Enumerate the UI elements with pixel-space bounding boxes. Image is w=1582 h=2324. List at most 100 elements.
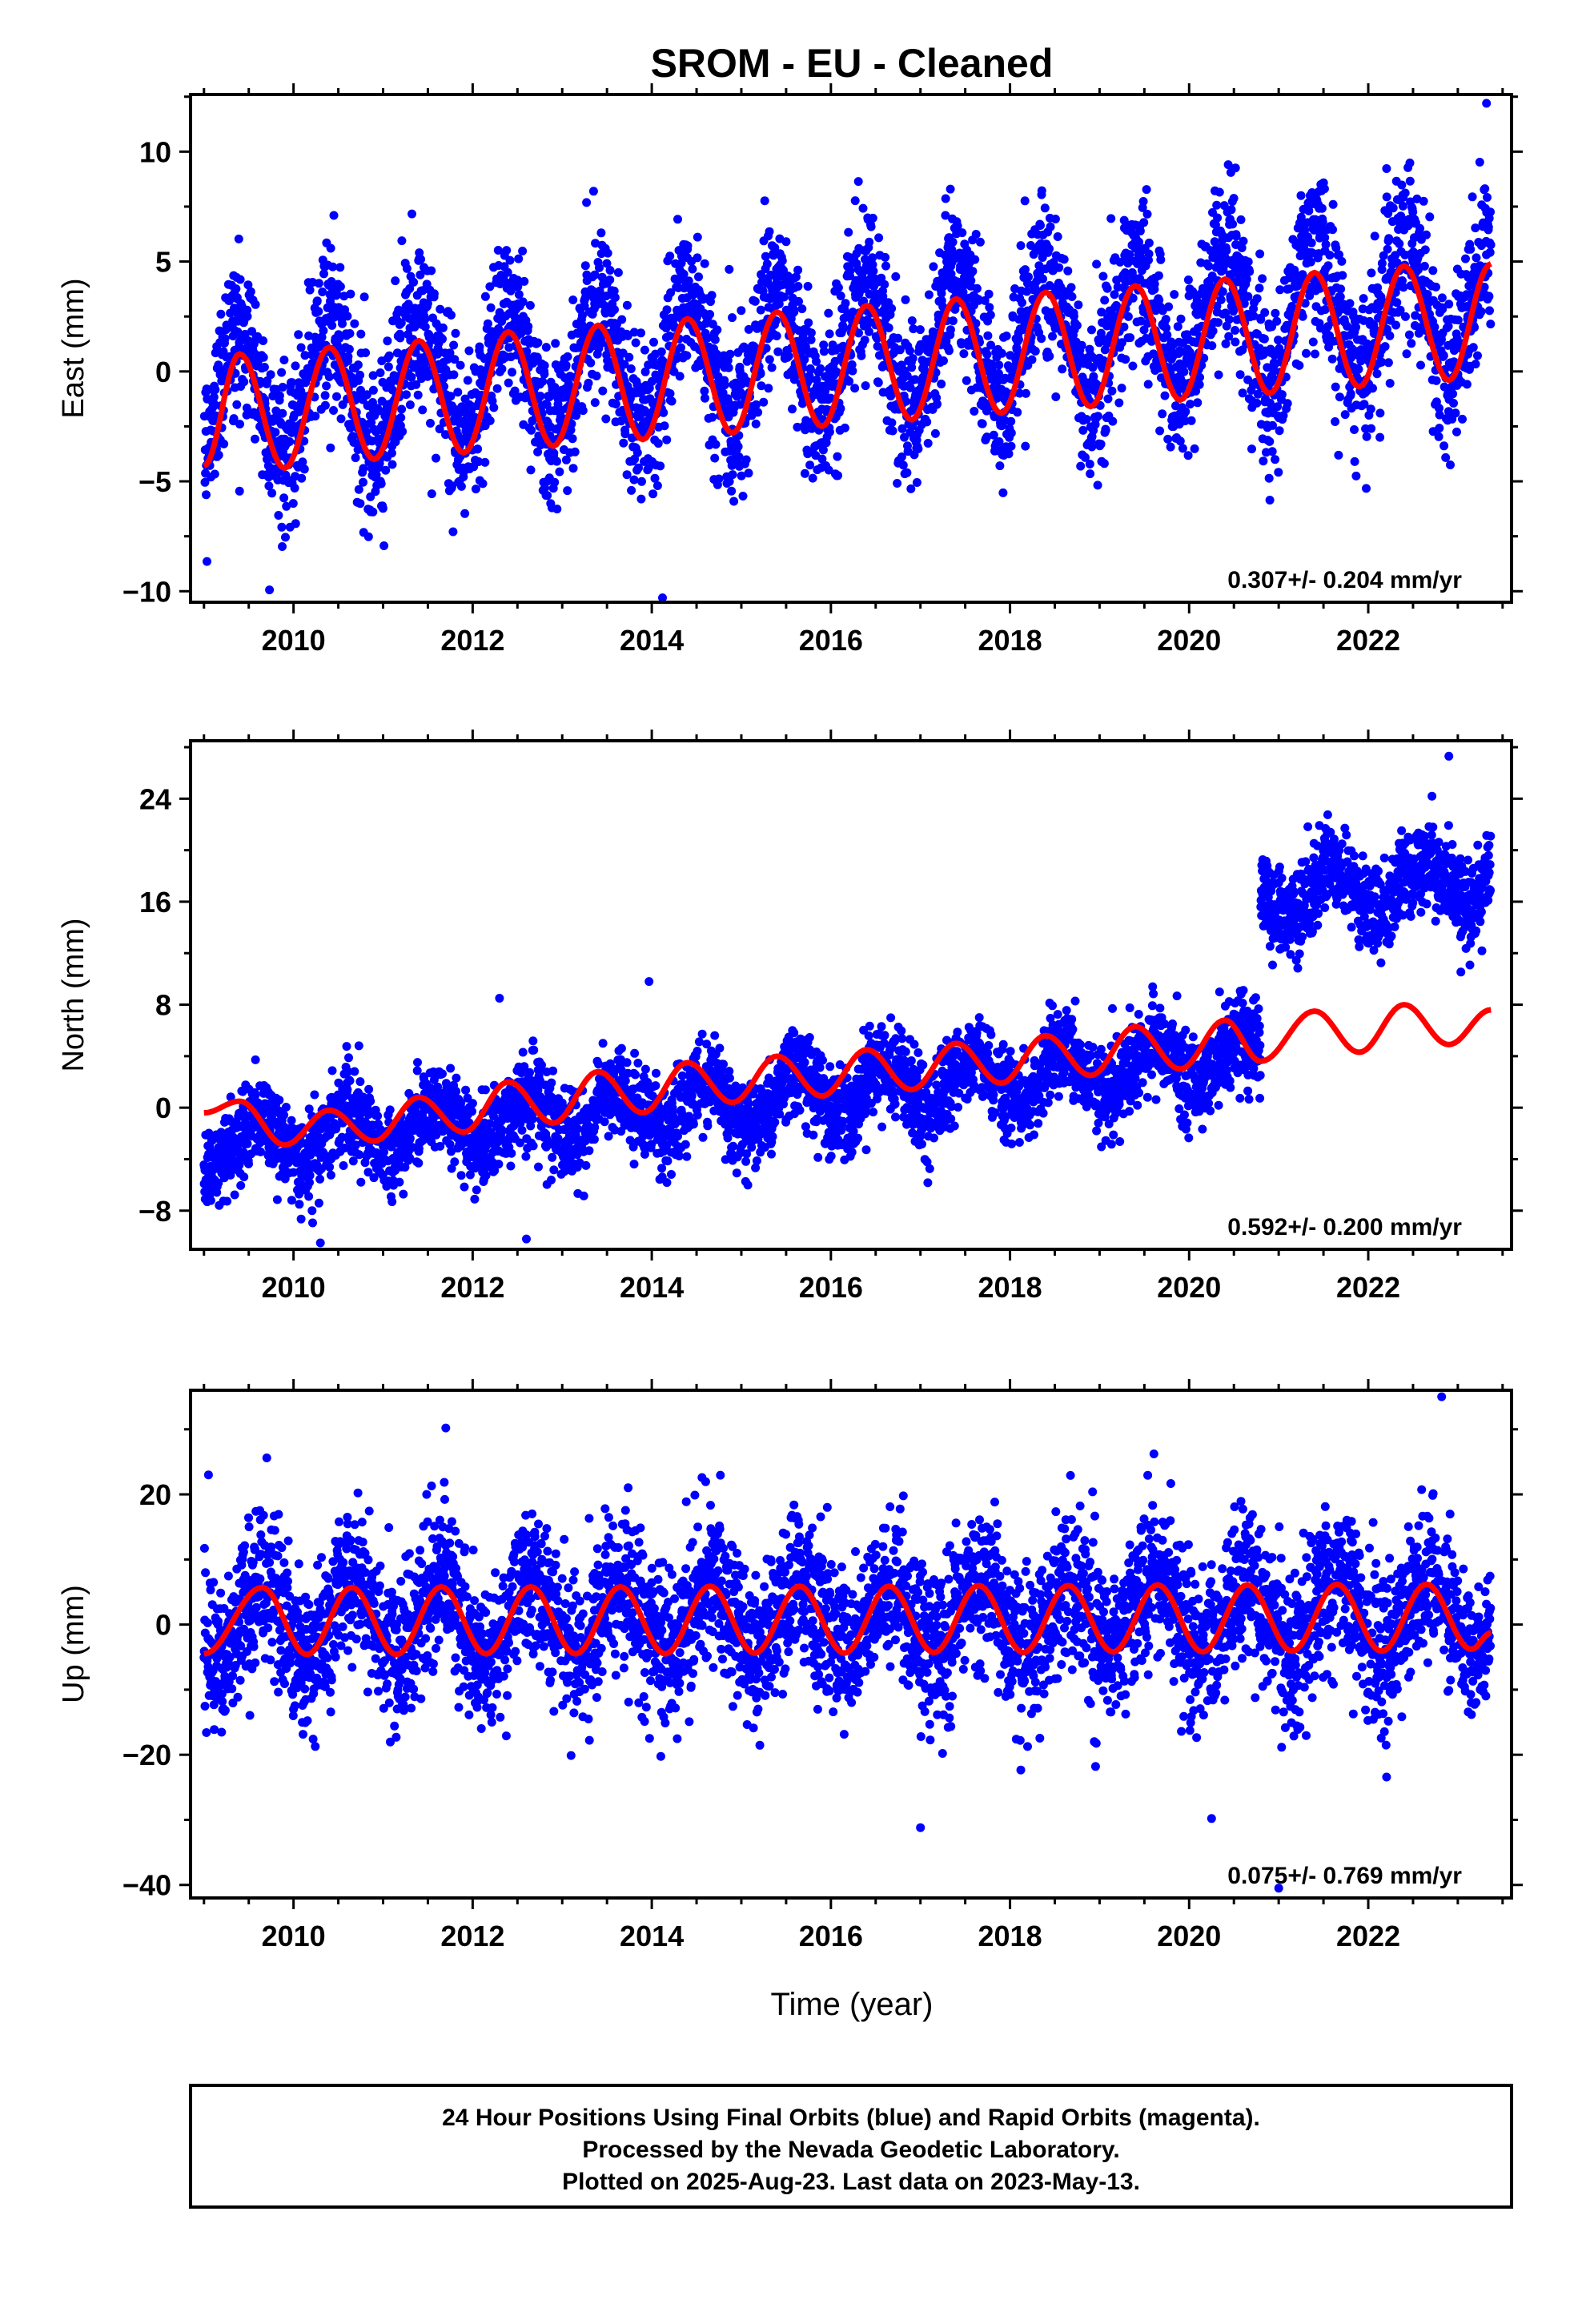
data-point xyxy=(291,361,300,371)
data-point xyxy=(797,304,807,314)
data-point xyxy=(703,333,713,343)
data-point xyxy=(1475,158,1484,167)
data-point xyxy=(568,464,578,473)
data-point xyxy=(733,442,743,452)
data-point xyxy=(941,194,950,203)
data-point xyxy=(622,470,632,480)
data-point xyxy=(1359,400,1369,409)
data-point xyxy=(741,455,751,464)
data-point xyxy=(1186,416,1196,425)
data-point xyxy=(901,295,910,304)
data-point xyxy=(1002,332,1011,340)
data-point xyxy=(1296,212,1306,222)
data-point xyxy=(804,318,813,328)
data-point xyxy=(812,356,821,366)
data-point xyxy=(514,290,524,300)
data-point xyxy=(644,464,653,473)
data-point xyxy=(1300,225,1310,235)
data-point xyxy=(959,349,969,359)
data-point xyxy=(376,479,386,489)
data-point xyxy=(825,329,834,339)
data-point xyxy=(929,262,938,271)
data-point xyxy=(1221,339,1231,348)
data-point xyxy=(649,337,658,347)
data-point xyxy=(620,360,629,369)
data-point xyxy=(1176,314,1186,324)
data-point xyxy=(620,429,630,439)
data-point xyxy=(1186,400,1195,409)
data-point xyxy=(1334,450,1343,460)
data-point xyxy=(1214,370,1223,380)
data-point xyxy=(739,342,749,352)
data-point xyxy=(332,392,341,401)
data-point xyxy=(1380,342,1390,352)
data-point xyxy=(817,454,827,464)
data-point xyxy=(242,403,251,412)
data-point xyxy=(647,376,656,386)
data-point xyxy=(448,481,457,491)
data-point xyxy=(473,444,483,454)
data-point xyxy=(1404,330,1414,340)
data-point xyxy=(412,380,421,389)
data-point xyxy=(1258,274,1267,283)
data-point xyxy=(449,370,459,380)
data-point xyxy=(1265,436,1275,446)
data-point xyxy=(1435,410,1444,420)
data-point xyxy=(1004,449,1014,459)
data-point xyxy=(762,259,772,269)
data-point xyxy=(1051,392,1061,401)
data-point xyxy=(773,347,783,356)
data-point xyxy=(298,457,307,467)
data-point xyxy=(368,507,378,517)
data-point xyxy=(941,211,950,220)
data-point xyxy=(765,227,774,236)
data-point xyxy=(563,486,572,496)
data-point xyxy=(353,360,363,370)
data-point xyxy=(714,474,724,484)
data-point xyxy=(836,404,845,413)
data-point xyxy=(729,497,739,506)
data-point xyxy=(503,267,512,277)
data-point xyxy=(613,267,623,277)
data-point xyxy=(1319,184,1329,194)
data-point xyxy=(211,385,220,395)
data-point xyxy=(267,489,277,498)
data-point xyxy=(327,320,337,330)
data-point xyxy=(738,492,748,501)
data-point xyxy=(502,246,512,255)
data-point xyxy=(1444,300,1454,309)
data-point xyxy=(901,396,911,406)
data-point xyxy=(1279,411,1288,420)
data-point xyxy=(219,439,229,448)
data-point xyxy=(223,1196,232,1206)
data-point xyxy=(275,391,284,400)
data-point xyxy=(1449,399,1458,408)
data-point xyxy=(888,426,897,436)
data-point xyxy=(1063,266,1073,275)
data-point xyxy=(561,455,571,464)
data-point xyxy=(711,440,721,449)
data-point xyxy=(1321,239,1331,249)
data-point xyxy=(383,336,392,346)
data-point xyxy=(1247,444,1256,454)
data-point xyxy=(872,299,881,308)
data-point xyxy=(1476,307,1486,316)
data-point xyxy=(328,262,338,271)
data-point xyxy=(1136,316,1146,326)
data-point xyxy=(753,408,763,417)
data-point xyxy=(819,340,829,350)
data-point xyxy=(945,346,954,356)
data-point xyxy=(415,248,424,258)
data-point xyxy=(1306,257,1315,267)
data-point xyxy=(1480,184,1490,194)
data-point xyxy=(788,404,797,414)
data-point xyxy=(239,1172,249,1182)
data-point xyxy=(235,1160,244,1170)
data-point xyxy=(279,356,289,364)
data-point xyxy=(326,1170,335,1180)
data-point xyxy=(1123,312,1133,321)
data-point xyxy=(662,435,672,444)
data-point xyxy=(1021,265,1030,275)
data-point xyxy=(602,259,612,268)
data-point xyxy=(833,283,843,292)
